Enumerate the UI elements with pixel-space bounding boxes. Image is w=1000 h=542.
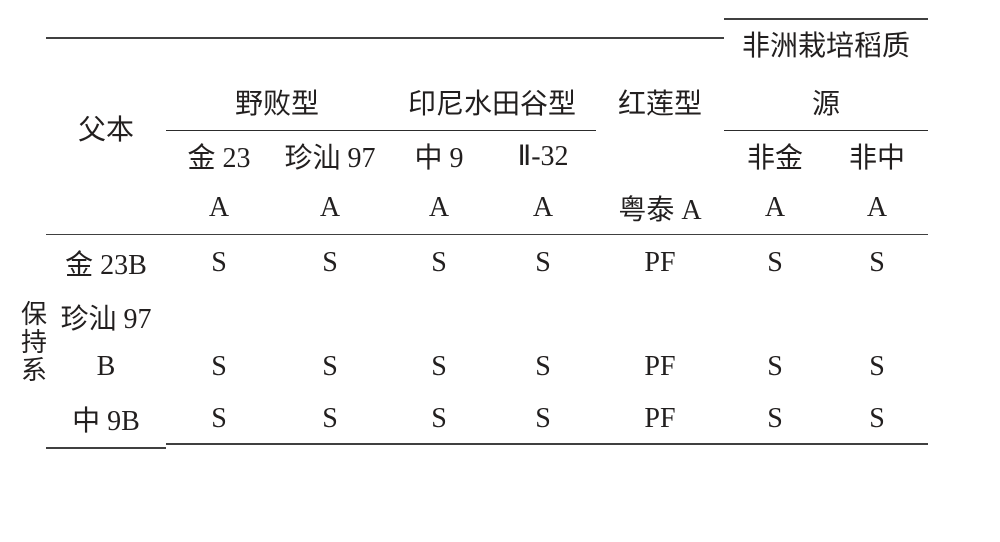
col-header-A: A [724,186,826,230]
col-header-zhong9: 中 9 [388,130,490,182]
table-cell: S [826,239,928,287]
table-cell: S [388,395,490,445]
table-cell: S [826,343,928,391]
blank [490,37,596,55]
row-label-zhenshan97-line2: B [46,343,166,391]
col-header-zhenshan97: 珍汕 97 [272,130,388,182]
table-cell: S [272,395,388,445]
group-header-red: 红莲型 [596,74,724,130]
blank [596,311,724,323]
corner-gutter [18,38,46,54]
table-cell: PF [596,395,724,445]
blank [272,311,388,323]
group-header-africa-line1: 非洲栽培稻质 [724,18,928,74]
col-header-feizhong: 非中 [826,130,928,182]
cms-cross-table: 非洲栽培稻质 父本 野败型 印尼水田谷型 红莲型 源 金 23 珍汕 97 中 … [0,0,1000,542]
group-header-indo: 印尼水田谷型 [388,74,596,130]
row-label-jin23b: 金 23B [46,235,166,291]
group-header-africa-line2: 源 [724,74,928,130]
col-header-A: A [490,186,596,230]
table-cell: S [490,395,596,445]
blank [166,37,272,55]
table-cell: PF [596,239,724,287]
row-label-zhenshan97-line1: 珍汕 97 [46,291,166,343]
table-cell: S [724,343,826,391]
col-header-yuetaiA: 粤泰 A [596,182,724,234]
blank [724,311,826,323]
table-cell: S [388,343,490,391]
table-cell: S [724,239,826,287]
blank [46,37,166,55]
blank [826,311,928,323]
blank [596,37,724,55]
blank [490,311,596,323]
col-header-A: A [166,186,272,230]
table-cell: S [166,343,272,391]
table-cell: S [724,395,826,445]
blank [596,150,724,162]
col-header-feijin: 非金 [724,130,826,182]
table-cell: S [272,343,388,391]
col-header-A: A [826,186,928,230]
table-cell: S [272,239,388,287]
mid-rule [46,234,928,235]
table-cell: S [826,395,928,445]
col-stub-maintainer: 保持系 [14,300,51,384]
col-header-jin23: 金 23 [166,130,272,182]
blank [388,311,490,323]
table-cell: S [388,239,490,287]
table-grid: 非洲栽培稻质 父本 野败型 印尼水田谷型 红莲型 源 金 23 珍汕 97 中 … [18,18,964,449]
blank [388,37,490,55]
row-stub-father: 父本 [46,100,166,156]
table-cell: S [166,395,272,445]
row-label-zhong9b: 中 9B [46,391,166,449]
col-header-ii32: Ⅱ-32 [490,133,596,179]
col-header-A: A [272,186,388,230]
col-header-A: A [388,186,490,230]
table-cell: S [166,239,272,287]
table-cell: S [490,343,596,391]
group-header-wild: 野败型 [166,74,388,130]
table-cell: S [490,239,596,287]
blank [166,311,272,323]
blank [272,37,388,55]
table-cell: PF [596,343,724,391]
